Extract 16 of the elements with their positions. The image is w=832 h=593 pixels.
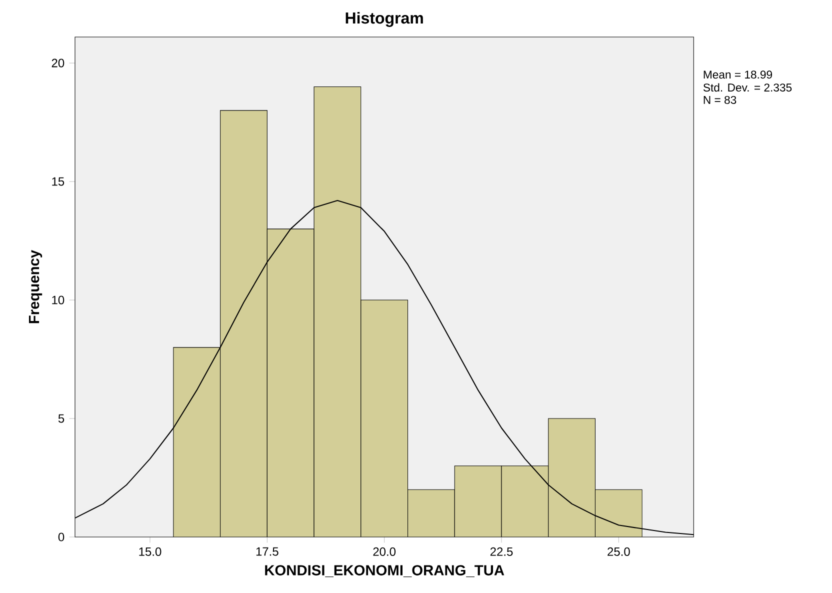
y-tick-label: 0 bbox=[58, 532, 64, 542]
x-tick-label: 17.5 bbox=[256, 547, 278, 556]
x-axis-title: KONDISI_EKONOMI_ORANG_TUA bbox=[265, 565, 504, 578]
text: Mean = 18.99 bbox=[704, 70, 772, 79]
y-tick-label: 10 bbox=[52, 296, 64, 304]
x-tick-label: 22.5 bbox=[490, 547, 513, 556]
text: Std. Dev. = 2.335 bbox=[703, 83, 792, 92]
x-tick-label: 20.0 bbox=[373, 547, 396, 556]
chart-title: Histogram bbox=[346, 12, 423, 27]
y-axis-title: Frequency bbox=[28, 250, 42, 324]
x-tick-label: 15.0 bbox=[139, 547, 162, 556]
y-tick-label: 5 bbox=[58, 414, 64, 423]
y-tick-label: 20 bbox=[52, 58, 64, 68]
x-tick-label: 25.0 bbox=[608, 547, 630, 556]
y-tick-label: 15 bbox=[52, 177, 64, 186]
text: N = 83 bbox=[704, 96, 736, 104]
